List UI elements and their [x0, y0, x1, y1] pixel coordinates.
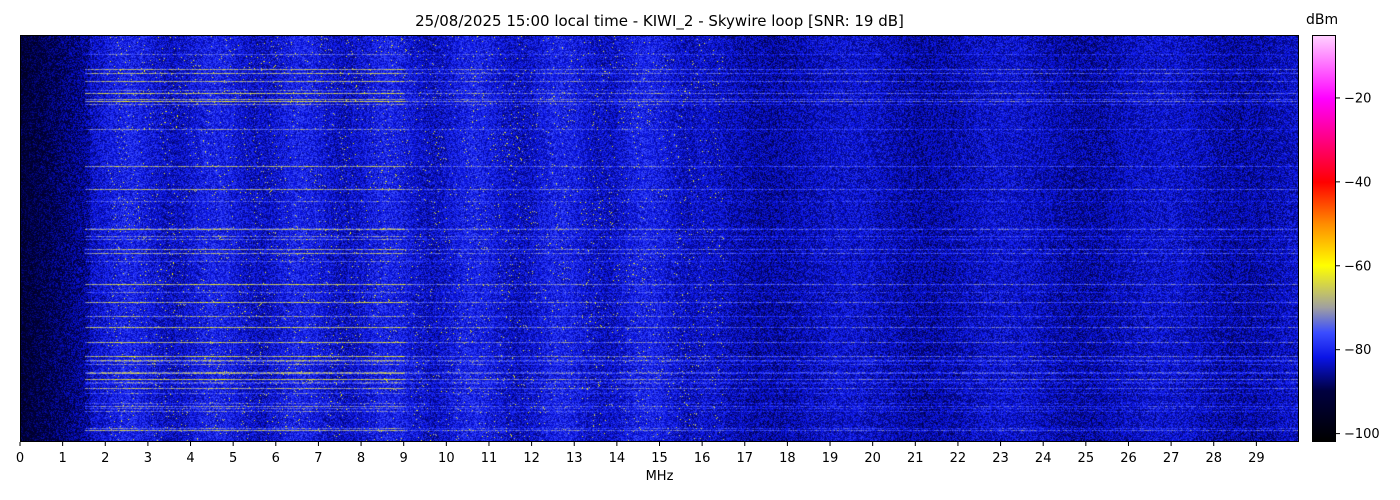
x-tick-label: 14	[609, 451, 626, 466]
x-tick-label: 23	[992, 451, 1009, 466]
colorbar-tick-label: −20	[1344, 91, 1371, 106]
x-tick-label: 21	[907, 451, 924, 466]
x-tick-label: 15	[651, 451, 668, 466]
x-tick-label: 2	[101, 451, 109, 466]
waterfall-heatmap	[21, 36, 1298, 441]
waterfall-plot-area	[20, 35, 1299, 442]
x-tick-label: 22	[950, 451, 967, 466]
x-tick-label: 5	[229, 451, 237, 466]
x-tick-label: 16	[694, 451, 711, 466]
x-tick-label: 28	[1205, 451, 1222, 466]
x-tick-label: 26	[1120, 451, 1137, 466]
colorbar-tick-label: −40	[1344, 175, 1371, 190]
colorbar	[1312, 35, 1336, 442]
colorbar-label: dBm	[1306, 12, 1339, 28]
x-tick-label: 3	[144, 451, 152, 466]
x-tick-label: 9	[400, 451, 408, 466]
x-tick-label: 1	[58, 451, 66, 466]
x-tick-label: 6	[272, 451, 280, 466]
x-tick-label: 20	[864, 451, 881, 466]
x-axis-label: MHz	[645, 469, 674, 484]
colorbar-tick-label: −100	[1344, 427, 1380, 442]
x-tick-label: 8	[357, 451, 365, 466]
x-tick-label: 29	[1248, 451, 1265, 466]
x-tick-label: 12	[523, 451, 540, 466]
x-tick-label: 10	[438, 451, 455, 466]
x-tick-label: 24	[1035, 451, 1052, 466]
x-tick-label: 11	[481, 451, 498, 466]
colorbar-axis: −100 −80 −60 −40 −20	[1336, 91, 1380, 442]
chart-title: 25/08/2025 15:00 local time - KIWI_2 - S…	[415, 12, 904, 30]
x-tick-label: 13	[566, 451, 583, 466]
x-tick-label: 4	[186, 451, 194, 466]
x-tick-label: 0	[16, 451, 24, 466]
x-tick-label: 7	[314, 451, 322, 466]
x-tick-label: 25	[1078, 451, 1095, 466]
x-axis: 0 1 2 3 4 5 6 7 8 9 10 11 12 13 14 15 16 17 18 19 20 21 22 23 24…	[16, 442, 1265, 466]
x-tick-label: 19	[822, 451, 839, 466]
x-tick-label: 18	[779, 451, 796, 466]
colorbar-tick-label: −80	[1344, 343, 1371, 358]
x-tick-label: 17	[736, 451, 753, 466]
colorbar-tick-label: −60	[1344, 259, 1371, 274]
x-tick-label: 27	[1163, 451, 1180, 466]
